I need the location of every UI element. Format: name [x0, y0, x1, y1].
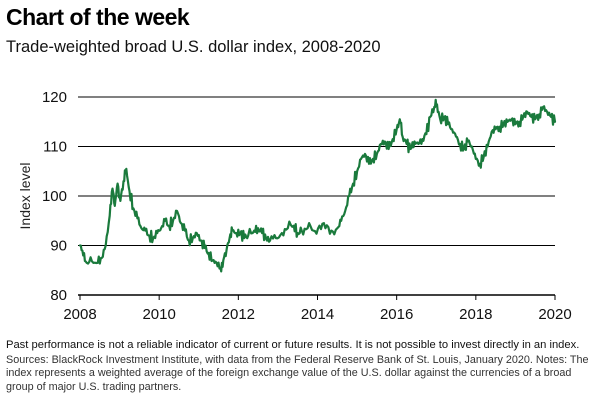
y-tick-label: 100	[42, 188, 67, 205]
y-tick-label: 110	[43, 139, 67, 156]
sources-note: Sources: BlackRock Investment Institute,…	[6, 353, 589, 393]
x-tick-label: 2010	[142, 306, 175, 323]
x-tick-label: 2018	[459, 306, 492, 323]
gridlines	[78, 96, 555, 296]
chart-title: Chart of the week	[6, 4, 190, 30]
x-tick-label: 2016	[380, 306, 413, 323]
series-line	[78, 98, 557, 273]
x-tick-label: 2008	[63, 306, 96, 323]
y-tick-label: 120	[42, 89, 67, 106]
footer: Past performance is not a reliable indic…	[6, 339, 594, 394]
disclaimer-text: Past performance is not a reliable indic…	[6, 339, 580, 351]
x-tick-label: 2020	[538, 306, 571, 323]
series-layer	[78, 98, 557, 273]
x-tick-label: 2012	[222, 306, 255, 323]
y-tick-labels: 80 90 100 110 120	[42, 89, 67, 304]
chart-subtitle: Trade-weighted broad U.S. dollar index, …	[6, 38, 381, 56]
y-tick-label: 90	[50, 238, 67, 255]
y-axis-label: Index level	[17, 163, 33, 230]
x-tick-labels: 2008 2010 2012 2014 2016 2018 2020	[63, 295, 572, 323]
y-tick-label: 80	[50, 287, 67, 304]
x-tick-label: 2014	[301, 306, 334, 323]
